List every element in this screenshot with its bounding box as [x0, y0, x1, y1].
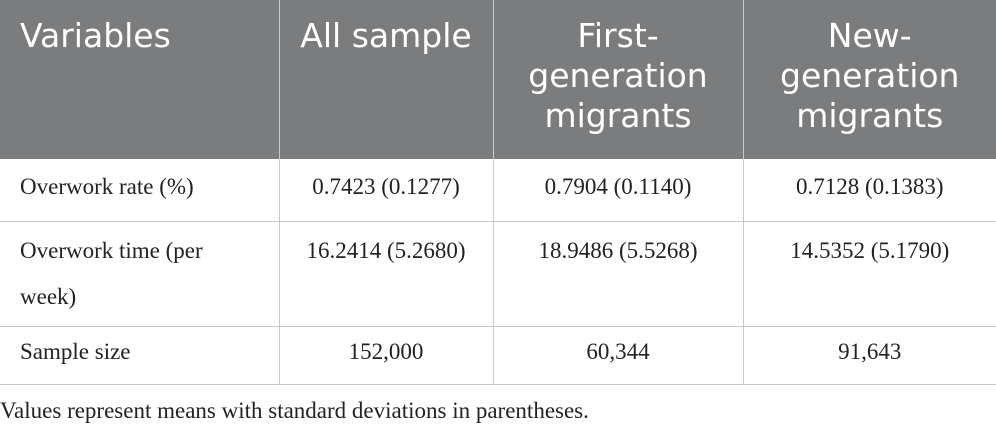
table-row: Overwork rate (%) 0.7423 (0.1277) 0.7904… — [0, 159, 996, 222]
summary-statistics-table: Variables All sample First- generation m… — [0, 0, 996, 385]
header-first-generation: First- generation migrants — [493, 0, 744, 159]
table-header: Variables All sample First- generation m… — [0, 0, 996, 159]
cell-new-generation: 14.5352 (5.1790) — [743, 221, 996, 327]
table-body: Overwork rate (%) 0.7423 (0.1277) 0.7904… — [0, 159, 996, 385]
cell-all-sample: 16.2414 (5.2680) — [279, 221, 494, 327]
header-new-generation: New- generation migrants — [743, 0, 996, 159]
cell-all-sample: 0.7423 (0.1277) — [279, 159, 494, 222]
table-container: Variables All sample First- generation m… — [0, 0, 996, 385]
cell-first-generation: 18.9486 (5.5268) — [493, 221, 744, 327]
cell-new-generation: 91,643 — [743, 326, 996, 385]
header-row: Variables All sample First- generation m… — [0, 0, 996, 159]
cell-first-generation: 0.7904 (0.1140) — [493, 159, 744, 222]
header-all-sample: All sample — [279, 0, 494, 159]
cell-new-generation: 0.7128 (0.1383) — [743, 159, 996, 222]
cell-all-sample: 152,000 — [279, 326, 494, 385]
table-footnote: Values represent means with standard dev… — [0, 398, 589, 423]
table-row: Overwork time (per week) 16.2414 (5.2680… — [0, 221, 996, 327]
table-row: Sample size 152,000 60,344 91,643 — [0, 326, 996, 385]
cell-variable: Overwork rate (%) — [0, 159, 280, 222]
cell-variable: Sample size — [0, 326, 280, 385]
cell-variable: Overwork time (per week) — [0, 221, 280, 327]
header-variables: Variables — [0, 0, 280, 159]
cell-first-generation: 60,344 — [493, 326, 744, 385]
